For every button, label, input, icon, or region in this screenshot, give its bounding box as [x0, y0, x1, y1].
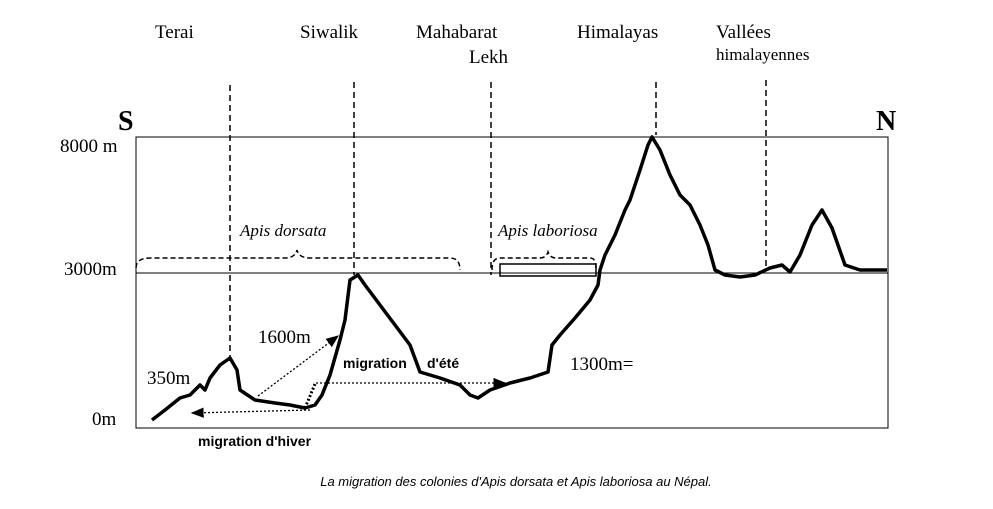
migration-label: migration d'hiver [198, 433, 312, 449]
annotation: 1600m [258, 327, 311, 348]
altitude-label: 3000m [64, 259, 117, 280]
region-dividers [229, 80, 767, 362]
direction: N [876, 106, 896, 137]
region-label: Himalayas [577, 22, 658, 43]
annotation: 1300m= [570, 354, 634, 375]
species-label: Apis dorsata [239, 221, 326, 240]
annotation: 350m [147, 368, 191, 389]
profile [150, 135, 887, 422]
apis-laboriosa-zone [499, 263, 597, 277]
region-label: Siwalik [300, 22, 359, 43]
region-label: Vallées [716, 22, 771, 43]
altitude-label: 8000 m [60, 136, 118, 157]
region-label: Terai [155, 22, 194, 43]
caption: La migration des colonies d'Apis dorsata… [320, 474, 712, 489]
apis-laboriosa-brace [491, 249, 597, 271]
frame [135, 136, 889, 429]
species-label: Apis laboriosa [497, 221, 598, 240]
migration-label: migration [343, 355, 407, 371]
region-label: Mahabarat [416, 22, 498, 43]
migration-label: d'été [427, 355, 459, 371]
region-label: Lekh [469, 47, 509, 68]
migration-arrows [190, 335, 507, 418]
direction: S [118, 106, 134, 137]
apis-dorsata-brace [135, 249, 461, 271]
region-label: himalayennes [716, 45, 809, 64]
altitude-label: 0m [92, 409, 117, 430]
